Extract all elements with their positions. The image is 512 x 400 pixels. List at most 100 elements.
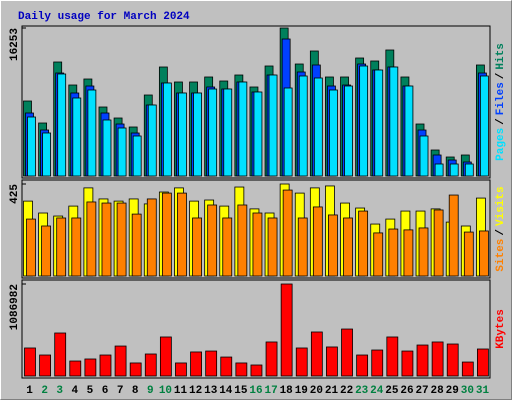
bar: [117, 127, 127, 177]
bar: [404, 85, 414, 177]
bar: [177, 192, 187, 277]
legend-separator: /: [495, 229, 507, 236]
x-tick-label: 24: [370, 385, 384, 397]
x-tick-label: 29: [446, 385, 459, 397]
bar: [207, 204, 218, 277]
bar: [326, 346, 338, 377]
x-tick-label: 6: [102, 385, 109, 397]
chart-title: Daily usage for March 2024: [18, 11, 190, 23]
x-tick-label: 10: [159, 385, 172, 397]
x-tick-label: 17: [264, 385, 277, 397]
bar: [403, 229, 414, 277]
bar: [434, 163, 444, 177]
bar: [24, 347, 36, 377]
bar: [464, 163, 474, 177]
bar: [235, 362, 248, 377]
bar: [356, 354, 369, 377]
x-tick-label: 21: [325, 385, 339, 397]
x-tick-label: 8: [132, 385, 139, 397]
bar: [267, 217, 278, 277]
bar: [27, 116, 36, 177]
legend-entry: KBytes: [495, 309, 507, 349]
bar: [329, 89, 338, 177]
x-tick-label: 5: [87, 385, 94, 397]
bar: [419, 135, 429, 177]
legend: KBytes: [495, 309, 507, 349]
legend-separator: /: [495, 72, 507, 79]
legend-entry: Visits: [495, 186, 507, 226]
bar: [144, 353, 157, 377]
x-tick-label: 11: [174, 385, 188, 397]
bar: [328, 214, 338, 277]
bar: [222, 217, 233, 277]
bar: [283, 87, 293, 177]
y-tick-label: 425: [9, 184, 21, 204]
bar: [374, 69, 384, 177]
x-tick-label: 22: [340, 385, 353, 397]
bar: [389, 66, 399, 177]
legend-entry: Sites: [495, 239, 507, 272]
bar: [147, 104, 157, 177]
bar: [101, 202, 112, 277]
bar: [42, 132, 51, 177]
bar: [344, 85, 353, 177]
bar: [190, 351, 202, 377]
bar: [220, 356, 233, 377]
bar: [388, 228, 399, 277]
bar: [84, 358, 97, 377]
x-tick-label: 4: [72, 385, 79, 397]
bar: [116, 202, 127, 277]
bar: [102, 119, 112, 177]
bar: [449, 163, 459, 177]
y-tick-label: 1086982: [9, 284, 21, 330]
x-tick-label: 1: [26, 385, 33, 397]
x-tick-label: 9: [147, 385, 154, 397]
bar: [159, 336, 172, 377]
bar: [192, 217, 202, 277]
bar: [479, 230, 489, 277]
x-tick-label: 23: [355, 385, 369, 397]
x-tick-label: 28: [431, 385, 445, 397]
bar: [282, 189, 293, 277]
x-tick-label: 27: [415, 385, 428, 397]
x-tick-label: 16: [249, 385, 262, 397]
bar: [146, 198, 157, 277]
x-tick-label: 14: [219, 385, 233, 397]
legend: Pages / Files / Hits: [495, 43, 507, 161]
bar: [238, 81, 248, 177]
bar: [57, 73, 67, 177]
y-tick-label: 16253: [9, 28, 21, 61]
bar: [480, 75, 489, 177]
bar: [341, 328, 353, 377]
bar: [359, 65, 369, 177]
bar: [114, 345, 127, 377]
x-tick-label: 25: [385, 385, 399, 397]
bar: [310, 331, 323, 377]
bar: [268, 74, 278, 177]
bar: [280, 283, 293, 377]
bar: [41, 225, 51, 277]
bar: [298, 75, 308, 177]
x-tick-label: 18: [280, 385, 294, 397]
bar: [132, 135, 142, 177]
bar: [39, 354, 51, 377]
bar: [463, 231, 474, 277]
bar: [205, 350, 218, 377]
bar: [297, 217, 308, 277]
legend-entry: Files: [495, 82, 507, 115]
legend-entry: Hits: [495, 43, 507, 69]
bar: [86, 201, 97, 277]
bar: [193, 92, 202, 177]
x-tick-label: 7: [117, 385, 124, 397]
bar: [208, 88, 218, 177]
bar: [265, 341, 278, 377]
x-tick-label: 2: [41, 385, 48, 397]
x-tick-label: 15: [234, 385, 248, 397]
legend-separator: /: [495, 118, 507, 125]
bar: [99, 354, 112, 377]
x-tick-label: 20: [310, 385, 323, 397]
x-tick-label: 13: [204, 385, 218, 397]
bar: [72, 97, 82, 177]
